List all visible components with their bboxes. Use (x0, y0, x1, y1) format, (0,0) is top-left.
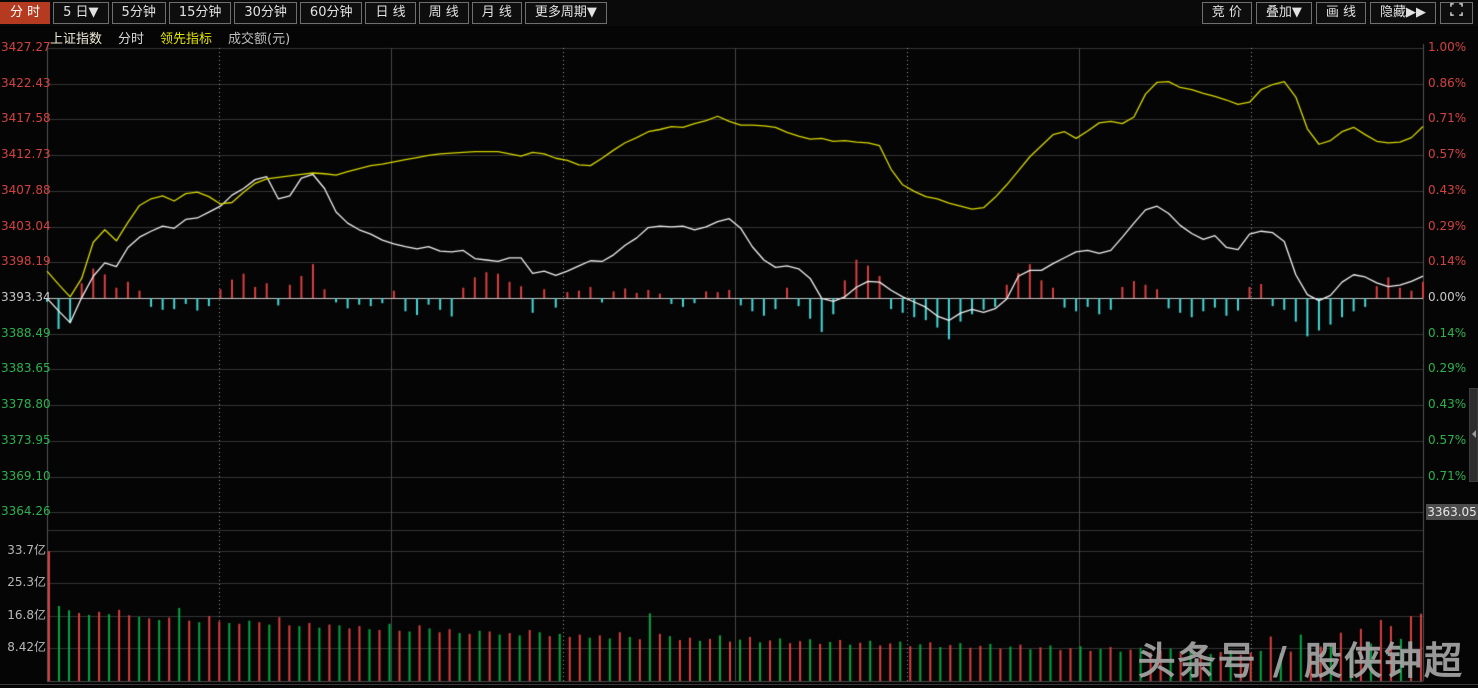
tab-15min[interactable]: 15分钟 (168, 2, 232, 24)
price-tick-prev-close: 3393.34 (1, 290, 51, 304)
tab-weekly[interactable]: 周 线 (418, 2, 469, 24)
tab-30min[interactable]: 30分钟 (234, 2, 297, 24)
price-tick: 3412.73 (1, 147, 51, 161)
tab-60min[interactable]: 60分钟 (299, 2, 363, 24)
last-price-badge: 3363.05 (1426, 504, 1478, 520)
price-tick: 3378.80 (1, 397, 51, 411)
tab-5day[interactable]: 5 日▼ (53, 2, 109, 24)
volume-tick: 8.42亿 (7, 640, 46, 654)
price-tick: 3383.65 (1, 361, 51, 375)
period-tabs: 分 时 5 日▼ 5分钟 15分钟 30分钟 60分钟 日 线 周 线 月 线 … (0, 2, 607, 24)
tab-intraday[interactable]: 分 时 (0, 2, 51, 24)
percent-tick-zero: 0.00% (1428, 290, 1467, 304)
price-tick: 3403.04 (1, 219, 51, 233)
draw-line-button[interactable]: 画 线 (1315, 2, 1366, 24)
percent-tick: 0.57% (1428, 147, 1467, 161)
tab-monthly[interactable]: 月 线 (471, 2, 522, 24)
volume-tick: 16.8亿 (7, 608, 46, 622)
percent-tick: 0.71% (1428, 469, 1467, 483)
watermark-text: 头条号 / 股侠钟超 (1137, 639, 1464, 683)
legend-leading-indicator[interactable]: 领先指标 (160, 32, 213, 47)
volume-tick: 33.7亿 (7, 543, 46, 557)
price-tick: 3427.27 (1, 40, 51, 54)
chart-legend: 上证指数 分时 领先指标 成交额(元) (50, 28, 290, 47)
percent-tick: 0.57% (1428, 433, 1467, 447)
bottom-border (0, 684, 1478, 688)
price-tick: 3369.10 (1, 469, 51, 483)
percent-tick: 0.71% (1428, 111, 1467, 125)
percent-tick: 0.14% (1428, 254, 1467, 268)
auction-button[interactable]: 竞 价 (1201, 2, 1252, 24)
percent-tick: 0.14% (1428, 326, 1467, 340)
percent-tick: 0.29% (1428, 219, 1467, 233)
percent-tick: 1.00% (1428, 40, 1467, 54)
hide-panel-button[interactable]: 隐藏▶▶ (1370, 2, 1436, 24)
overlay-button[interactable]: 叠加▼ (1255, 2, 1312, 24)
price-tick: 3417.58 (1, 111, 51, 125)
price-tick: 3388.49 (1, 326, 51, 340)
price-tick: 3364.26 (1, 504, 51, 518)
side-panel-handle[interactable] (1469, 388, 1478, 482)
percent-tick: 0.43% (1428, 183, 1467, 197)
price-tick: 3398.19 (1, 254, 51, 268)
percent-tick: 0.29% (1428, 361, 1467, 375)
price-tick: 3407.88 (1, 183, 51, 197)
price-tick: 3373.95 (1, 433, 51, 447)
legend-chart-type[interactable]: 分时 (118, 32, 145, 47)
percent-tick: 0.43% (1428, 397, 1467, 411)
percent-tick: 0.86% (1428, 76, 1467, 90)
toolbar-right-buttons: 竞 价 叠加▼ 画 线 隐藏▶▶ (1201, 2, 1478, 24)
price-tick: 3422.43 (1, 76, 51, 90)
fullscreen-button[interactable] (1440, 2, 1473, 24)
volume-tick: 25.3亿 (7, 575, 46, 589)
tab-daily[interactable]: 日 线 (365, 2, 416, 24)
fullscreen-icon (1450, 3, 1463, 23)
tab-more-periods[interactable]: 更多周期▼ (524, 2, 607, 24)
legend-turnover[interactable]: 成交额(元) (228, 32, 291, 47)
tab-5min[interactable]: 5分钟 (111, 2, 166, 24)
toolbar: 分 时 5 日▼ 5分钟 15分钟 30分钟 60分钟 日 线 周 线 月 线 … (0, 0, 1478, 26)
legend-index-name: 上证指数 (50, 32, 103, 47)
